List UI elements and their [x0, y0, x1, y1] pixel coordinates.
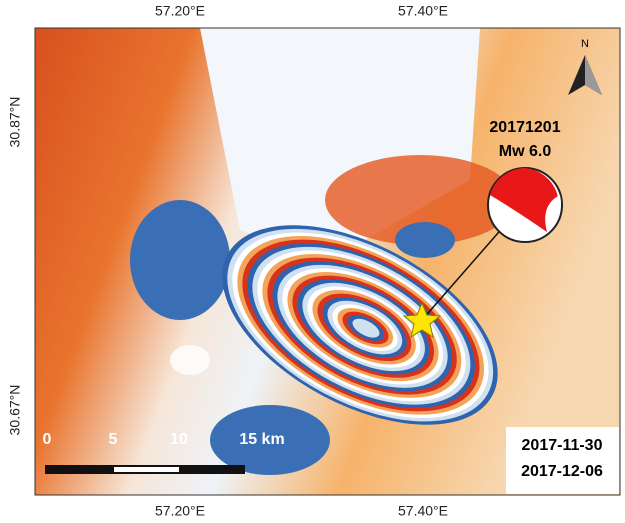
lon-label: 57.20°E [155, 3, 205, 19]
white-patch [170, 345, 210, 375]
north-label: N [581, 38, 589, 50]
interferogram [35, 28, 620, 495]
date-label: 2017-11-30 [522, 437, 603, 454]
lon-label: 57.40°E [398, 3, 448, 19]
beachball [488, 168, 562, 242]
scale-label: 10 [170, 431, 188, 448]
map-figure: 57.20°E 57.40°E 57.20°E 57.40°E 30.87°N … [0, 0, 625, 523]
lat-label: 30.87°N [7, 97, 23, 148]
blue-lobe [130, 200, 230, 320]
date-label: 2017-12-06 [521, 463, 603, 480]
lon-label: 57.20°E [155, 503, 205, 519]
scale-bar-segment [114, 467, 179, 472]
lat-label: 30.67°N [7, 385, 23, 436]
scale-label: 5 [109, 431, 118, 448]
event-date: 20171201 [489, 119, 560, 136]
lon-label: 57.40°E [398, 503, 448, 519]
scale-label: 15 km [239, 431, 284, 448]
event-magnitude: Mw 6.0 [499, 143, 552, 160]
blue-lobe [395, 222, 455, 258]
scale-label: 0 [43, 431, 52, 448]
